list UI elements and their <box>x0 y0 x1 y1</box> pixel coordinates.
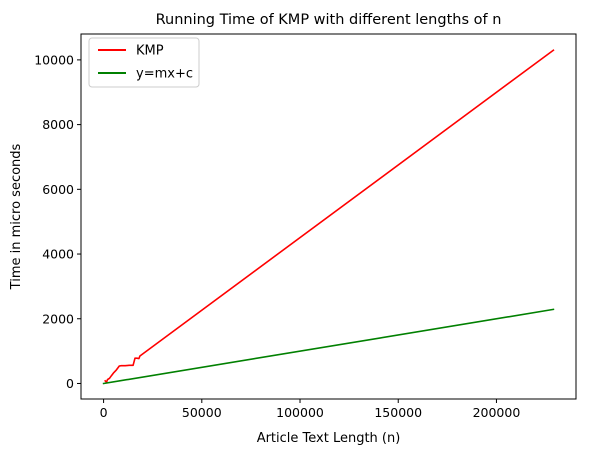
x-tick-label: 200000 <box>473 405 521 420</box>
series-line-0 <box>104 49 555 384</box>
series-layer <box>102 49 555 385</box>
y-tick-label: 2000 <box>42 311 74 326</box>
x-tick-label: 100000 <box>276 405 324 420</box>
y-axis-ticks: 0 2000 4000 6000 8000 10000 <box>34 52 81 391</box>
x-axis-ticks: 0 50000 100000 150000 200000 <box>100 399 521 420</box>
x-tick-label: 50000 <box>182 405 222 420</box>
y-axis-label: Time in micro seconds <box>9 143 24 290</box>
chart-title: Running Time of KMP with different lengt… <box>156 12 502 28</box>
legend-label-kmp: KMP <box>136 44 164 59</box>
legend: KMP y=mx+c <box>88 37 200 88</box>
y-tick-label: 0 <box>66 376 74 391</box>
y-tick-label: 6000 <box>42 182 74 197</box>
y-tick-label: 8000 <box>42 117 74 132</box>
series-line-1 <box>102 308 555 385</box>
x-axis-label: Article Text Length (n) <box>257 431 401 446</box>
x-tick-label: 150000 <box>374 405 422 420</box>
plot-frame <box>80 33 577 400</box>
x-tick-label: 0 <box>100 405 108 420</box>
y-tick-label: 4000 <box>42 247 74 262</box>
legend-label-linear-fit: y=mx+c <box>136 67 193 82</box>
y-tick-label: 10000 <box>34 52 74 67</box>
